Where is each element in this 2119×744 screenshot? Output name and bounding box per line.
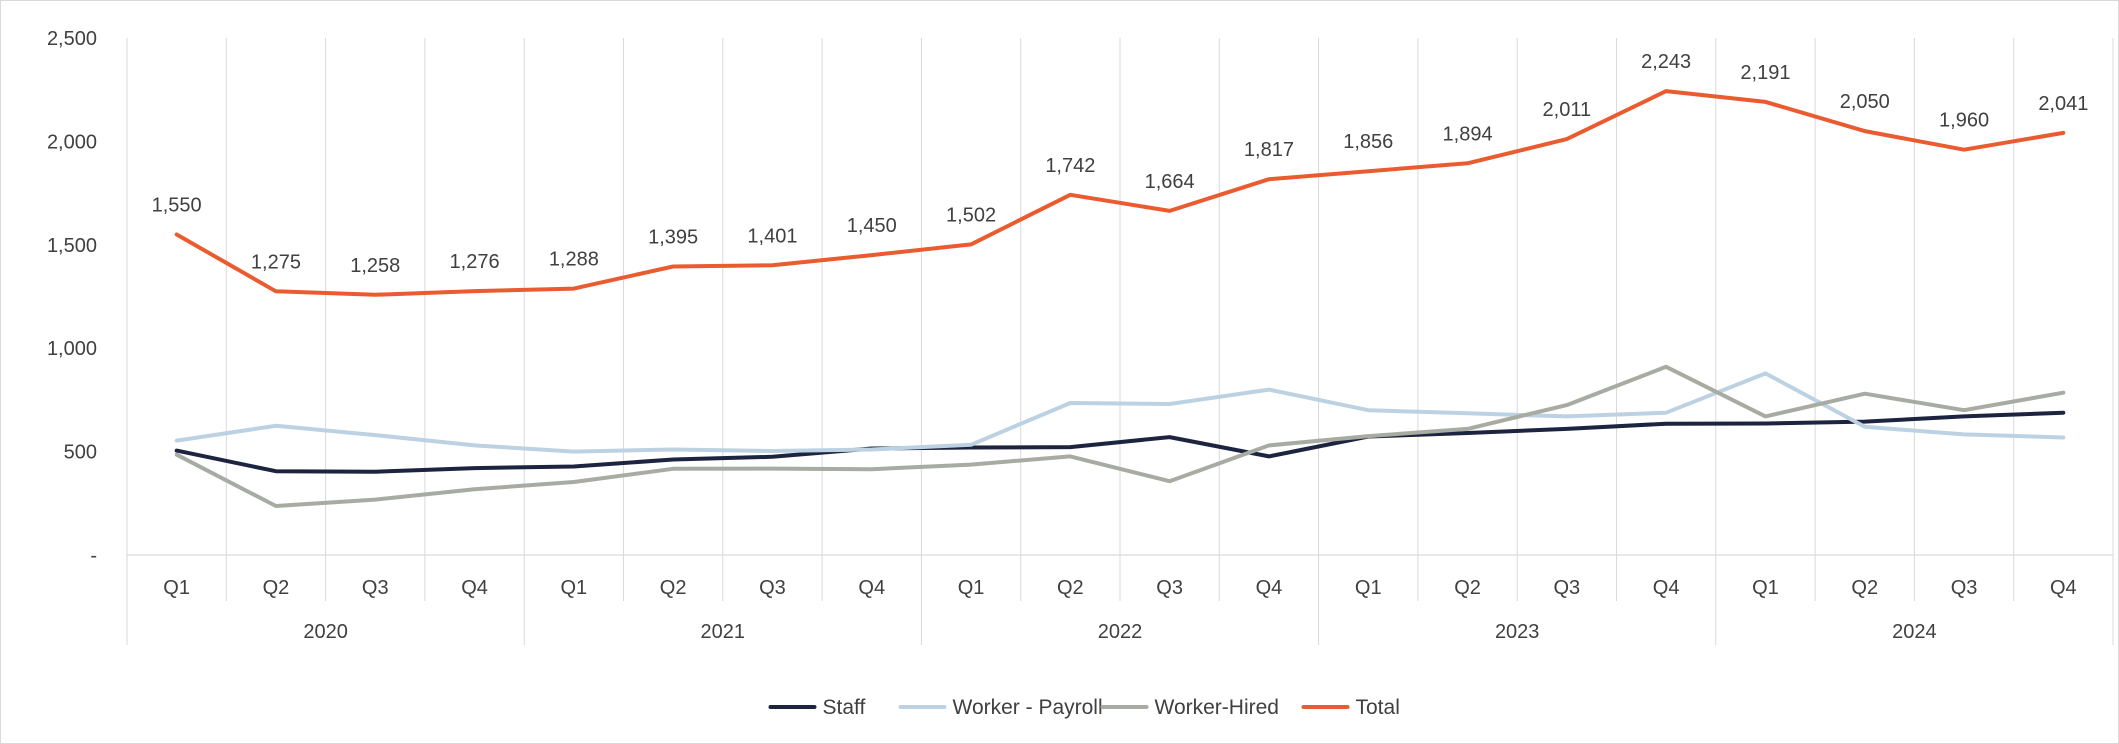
data-label-total: 1,894 xyxy=(1443,123,1493,145)
legend-label: Staff xyxy=(823,696,866,719)
data-label-total: 1,550 xyxy=(152,194,202,216)
series-layer xyxy=(174,89,2066,508)
x-tick-label: Q3 xyxy=(362,577,389,599)
legend-label: Worker-Hired xyxy=(1155,696,1279,719)
x-tick-label: Q2 xyxy=(1851,577,1878,599)
data-label-total: 2,191 xyxy=(1740,62,1790,84)
data-label-total: 1,258 xyxy=(350,255,400,277)
y-tick-label: - xyxy=(90,545,97,567)
series-line-worker-hired xyxy=(174,364,2066,508)
x-tick-label: Q4 xyxy=(1653,577,1680,599)
data-label-total: 1,742 xyxy=(1045,155,1095,177)
y-tick-label: 1,500 xyxy=(47,235,97,257)
x-tick-label: Q1 xyxy=(1752,577,1779,599)
data-label-total: 1,395 xyxy=(648,227,698,249)
x-tick-label: Q1 xyxy=(1355,577,1382,599)
legend-label: Worker - Payroll xyxy=(953,696,1103,719)
data-label-total: 1,960 xyxy=(1939,110,1989,132)
data-label-total: 2,011 xyxy=(1543,99,1592,121)
series-line-total xyxy=(174,89,2066,297)
x-tick-label: Q2 xyxy=(1454,577,1481,599)
data-label-total: 1,275 xyxy=(251,251,301,273)
x-tick-label: Q2 xyxy=(1057,577,1084,599)
x-tick-label: Q4 xyxy=(461,577,488,599)
x-tick-label: Q4 xyxy=(1256,577,1283,599)
year-label: 2021 xyxy=(701,621,746,643)
year-label: 2024 xyxy=(1892,621,1937,643)
data-label-total: 2,050 xyxy=(1840,91,1890,113)
year-label: 2020 xyxy=(303,621,348,643)
x-tick-label: Q3 xyxy=(1951,577,1978,599)
y-tick-label: 500 xyxy=(64,442,97,464)
x-tick-label: Q4 xyxy=(2050,577,2077,599)
x-tick-label: Q4 xyxy=(858,577,885,599)
data-label-total: 1,401 xyxy=(747,225,797,247)
x-tick-label: Q3 xyxy=(1156,577,1183,599)
x-tick-label: Q1 xyxy=(958,577,985,599)
legend-label: Total xyxy=(1356,696,1400,719)
legend: Staff Worker - Payroll Worker-Hired Total xyxy=(768,696,1400,719)
y-tick-label: 2,500 xyxy=(47,28,97,50)
axis-layer: - 500 1,000 1,500 2,000 2,500 Q1 Q2 Q3 Q4 Q1 Q2 Q3 Q4… xyxy=(47,28,2114,645)
series-line-worker-payroll xyxy=(174,371,2066,454)
x-tick-label: Q1 xyxy=(163,577,190,599)
data-label-total: 1,502 xyxy=(946,204,996,226)
year-label: 2022 xyxy=(1098,621,1143,643)
data-label-total: 1,450 xyxy=(847,215,897,237)
x-tick-label: Q2 xyxy=(263,577,290,599)
series-line-staff xyxy=(174,410,2066,474)
x-tick-label: Q1 xyxy=(561,577,588,599)
grid-layer xyxy=(126,38,2114,555)
data-label-total: 1,856 xyxy=(1343,131,1393,153)
y-tick-label: 2,000 xyxy=(47,131,97,153)
year-label: 2023 xyxy=(1495,621,1540,643)
data-label-total: 2,041 xyxy=(2038,93,2088,115)
x-tick-label: Q2 xyxy=(660,577,687,599)
data-label-total: 1,276 xyxy=(450,251,500,273)
x-tick-label: Q3 xyxy=(759,577,786,599)
data-label-total: 1,664 xyxy=(1145,171,1195,193)
data-label-total: 1,288 xyxy=(549,249,599,271)
data-label-total: 1,817 xyxy=(1244,139,1294,161)
data-label-total: 2,243 xyxy=(1641,51,1691,73)
y-tick-label: 1,000 xyxy=(47,338,97,360)
x-tick-label: Q3 xyxy=(1554,577,1581,599)
data-label-layer: 1,550 1,275 1,258 1,276 1,288 1,395 1,401 1,450… xyxy=(152,51,2089,277)
